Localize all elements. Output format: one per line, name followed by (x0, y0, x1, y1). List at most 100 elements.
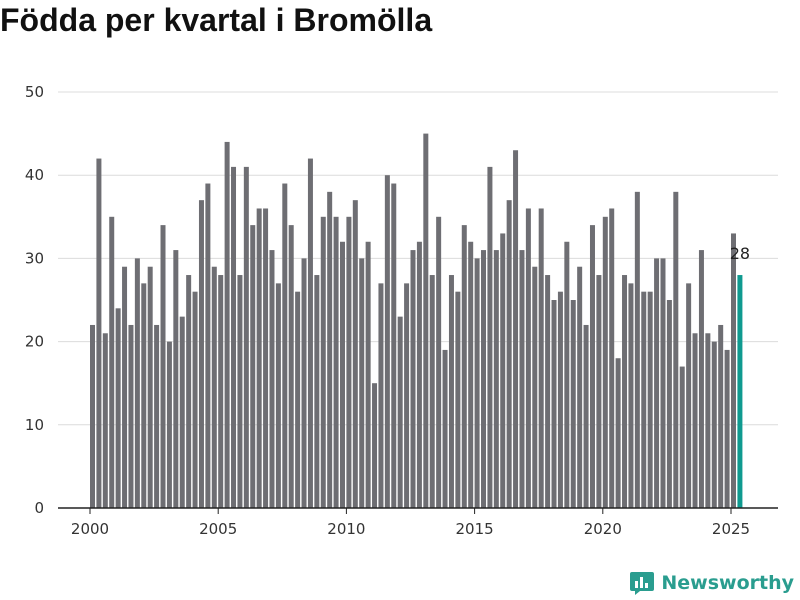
bar (641, 291, 647, 508)
bar (551, 300, 557, 508)
bar (90, 324, 95, 508)
highlight-value-label: 28 (730, 244, 750, 263)
bar (378, 283, 384, 508)
bar (455, 291, 461, 508)
bar (391, 183, 397, 508)
bar (275, 283, 281, 508)
bar (711, 341, 717, 508)
bar (493, 250, 499, 508)
x-tick-label: 2015 (456, 520, 494, 538)
bar (686, 283, 692, 508)
bar (557, 291, 563, 508)
bar (333, 216, 339, 509)
bar (570, 300, 576, 508)
y-tick-label: 10 (25, 416, 44, 434)
bar (404, 283, 410, 508)
bar (519, 250, 525, 508)
bar (243, 166, 249, 508)
bar (545, 275, 551, 508)
x-axis (58, 507, 778, 514)
y-tick-label: 0 (34, 499, 44, 517)
bar (654, 258, 660, 508)
bar (288, 225, 294, 508)
bar (224, 141, 230, 509)
bar (154, 324, 160, 508)
x-tick-label: 2020 (584, 520, 622, 538)
bar (724, 349, 730, 508)
x-tick-label: 2010 (327, 520, 365, 538)
bar (506, 200, 512, 508)
bar (468, 241, 474, 508)
bar (359, 258, 365, 508)
bar (429, 275, 435, 508)
bar (128, 324, 134, 508)
bar (705, 333, 711, 508)
bar (166, 341, 172, 508)
bar (218, 275, 224, 508)
bar (250, 225, 256, 508)
bar (256, 208, 262, 509)
bar (538, 208, 544, 509)
bar (423, 133, 429, 508)
bar (615, 358, 621, 508)
bar (314, 275, 320, 508)
bar (320, 216, 326, 509)
brand-name: Newsworthy (661, 572, 794, 594)
bars (90, 133, 743, 509)
bar (660, 258, 666, 508)
highlight-bar (737, 275, 743, 508)
bar (679, 366, 685, 508)
bar (525, 208, 531, 509)
bar (205, 183, 211, 508)
bar (397, 316, 403, 508)
x-tick-label: 2005 (199, 520, 237, 538)
bar (198, 200, 204, 508)
bar (692, 333, 698, 508)
bar (96, 158, 102, 508)
bar (115, 308, 121, 508)
bar (564, 241, 570, 508)
bar (109, 216, 115, 509)
chart-title: Födda per kvartal i Bromölla (0, 2, 433, 38)
bar (141, 283, 147, 508)
bar (436, 216, 442, 509)
bar (602, 216, 608, 509)
bar (263, 208, 269, 509)
bar (589, 225, 595, 508)
bar (532, 266, 538, 508)
bar (673, 191, 679, 508)
bar (718, 324, 724, 508)
bar (173, 250, 179, 508)
bar (461, 225, 467, 508)
bar (666, 300, 672, 508)
bar (442, 349, 448, 508)
bar (410, 250, 416, 508)
x-tick-label: 2000 (71, 520, 109, 538)
bar (583, 324, 589, 508)
bar (147, 266, 153, 508)
bar (416, 241, 422, 508)
y-tick-label: 50 (25, 83, 44, 101)
bar (282, 183, 288, 508)
y-tick-label: 40 (25, 166, 44, 184)
bar (365, 241, 371, 508)
bar (211, 266, 217, 508)
bar (269, 250, 275, 508)
bar (160, 225, 166, 508)
bar-chart-logo-icon (630, 572, 655, 595)
bar (513, 150, 519, 509)
x-tick-label: 2025 (712, 520, 750, 538)
bar (448, 275, 454, 508)
bar (295, 291, 301, 508)
bar (500, 233, 506, 508)
bar (237, 275, 243, 508)
bar (179, 316, 185, 508)
bar (352, 200, 358, 508)
bar (346, 216, 352, 509)
bar (647, 291, 653, 508)
bar (622, 275, 628, 508)
bar (192, 291, 198, 508)
bar (628, 283, 634, 508)
bar (634, 191, 640, 508)
